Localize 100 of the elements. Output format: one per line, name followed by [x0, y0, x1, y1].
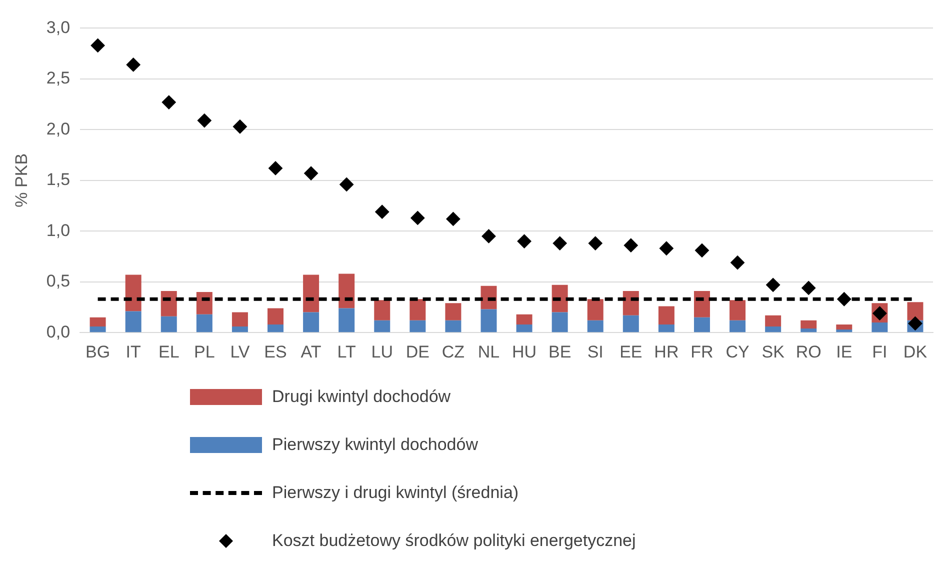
x-tick-label: LV [230, 342, 250, 362]
x-tick-label: SK [762, 342, 786, 362]
bar [730, 320, 746, 332]
point [694, 243, 709, 258]
bar [730, 300, 746, 320]
x-tick-label: IT [126, 342, 141, 362]
bar [303, 312, 320, 332]
bar [445, 303, 462, 320]
bar [622, 315, 639, 332]
bar [374, 320, 390, 332]
x-tick-label: ES [264, 342, 287, 362]
bar [694, 291, 710, 318]
y-tick-label: 2,5 [46, 68, 70, 88]
x-tick-label: CY [726, 342, 750, 362]
bar [587, 320, 604, 332]
bar [516, 314, 532, 324]
point [802, 280, 816, 295]
bar [836, 330, 852, 332]
bar [800, 328, 817, 332]
legend-label: Pierwszy kwintyl dochodów [272, 435, 478, 455]
bar [836, 324, 852, 330]
point [552, 236, 567, 250]
x-tick-label: HU [512, 342, 537, 362]
point [908, 316, 922, 330]
bar [800, 320, 817, 329]
x-tick-label: BG [86, 342, 110, 362]
bar [232, 312, 248, 327]
x-tick-label: FI [872, 342, 888, 362]
point [446, 212, 460, 226]
x-tick-label: EE [620, 342, 642, 362]
point [837, 292, 852, 306]
bar [658, 324, 674, 332]
y-tick-label: 2,0 [46, 119, 70, 138]
bar [268, 308, 284, 324]
bar [160, 316, 177, 332]
legend-label: Koszt budżetowy środków polityki energetycznej [272, 531, 636, 551]
point [517, 234, 532, 248]
y-axis-title: % PKB [12, 153, 31, 208]
bar [90, 317, 106, 327]
bar [196, 314, 212, 332]
bar [587, 299, 604, 320]
bar [480, 309, 497, 332]
bar [552, 312, 568, 332]
x-tick-label: PL [194, 342, 215, 362]
y-tick-label: 3,0 [46, 18, 70, 37]
x-tick-label: NL [478, 342, 500, 362]
x-tick-label: AT [300, 342, 322, 362]
point [126, 58, 140, 72]
point [197, 114, 212, 128]
x-tick-label: IE [836, 342, 852, 362]
bar [196, 292, 212, 314]
point [730, 256, 745, 270]
bar [338, 274, 355, 308]
bar [516, 324, 532, 332]
x-tick-label: LU [371, 342, 393, 362]
point [162, 95, 176, 110]
bar [872, 322, 888, 332]
y-tick-label: 0,5 [46, 272, 70, 291]
bar [410, 320, 426, 332]
x-tick-label: SI [587, 342, 604, 362]
bar [232, 326, 248, 332]
point [340, 177, 354, 192]
bar [125, 311, 142, 332]
bar [445, 320, 462, 332]
point [659, 241, 674, 256]
point [304, 166, 318, 180]
bar [765, 315, 782, 327]
bar [303, 274, 320, 312]
x-tick-label: RO [796, 342, 822, 362]
point [232, 120, 247, 134]
bar [338, 308, 355, 332]
bar [907, 302, 924, 320]
point [90, 38, 105, 52]
legend-label: Drugi kwintyl dochodów [272, 387, 451, 407]
bar [410, 299, 426, 320]
x-tick-label: HR [654, 342, 679, 362]
point [482, 229, 496, 244]
point [624, 238, 638, 252]
y-tick-label: 1,5 [46, 170, 70, 190]
bar [160, 291, 177, 316]
x-tick-label: DK [903, 342, 928, 362]
bar [552, 284, 568, 312]
bar [694, 317, 710, 332]
bar [374, 300, 390, 320]
bar [658, 306, 674, 324]
point [588, 236, 602, 250]
y-tick-label: 1,0 [46, 220, 70, 240]
x-tick-label: EL [158, 342, 180, 362]
x-tick-label: CZ [442, 342, 465, 362]
x-tick-label: BE [548, 342, 572, 362]
bar [268, 324, 284, 332]
legend-label: Pierwszy i drugi kwintyl (średnia) [272, 483, 519, 503]
bar [480, 286, 497, 310]
bar [90, 326, 106, 332]
y-tick-label: 0,0 [46, 322, 70, 342]
x-tick-label: LT [337, 342, 356, 362]
bar [622, 291, 639, 316]
point [268, 161, 283, 176]
bar [765, 326, 782, 332]
bar [125, 274, 142, 312]
